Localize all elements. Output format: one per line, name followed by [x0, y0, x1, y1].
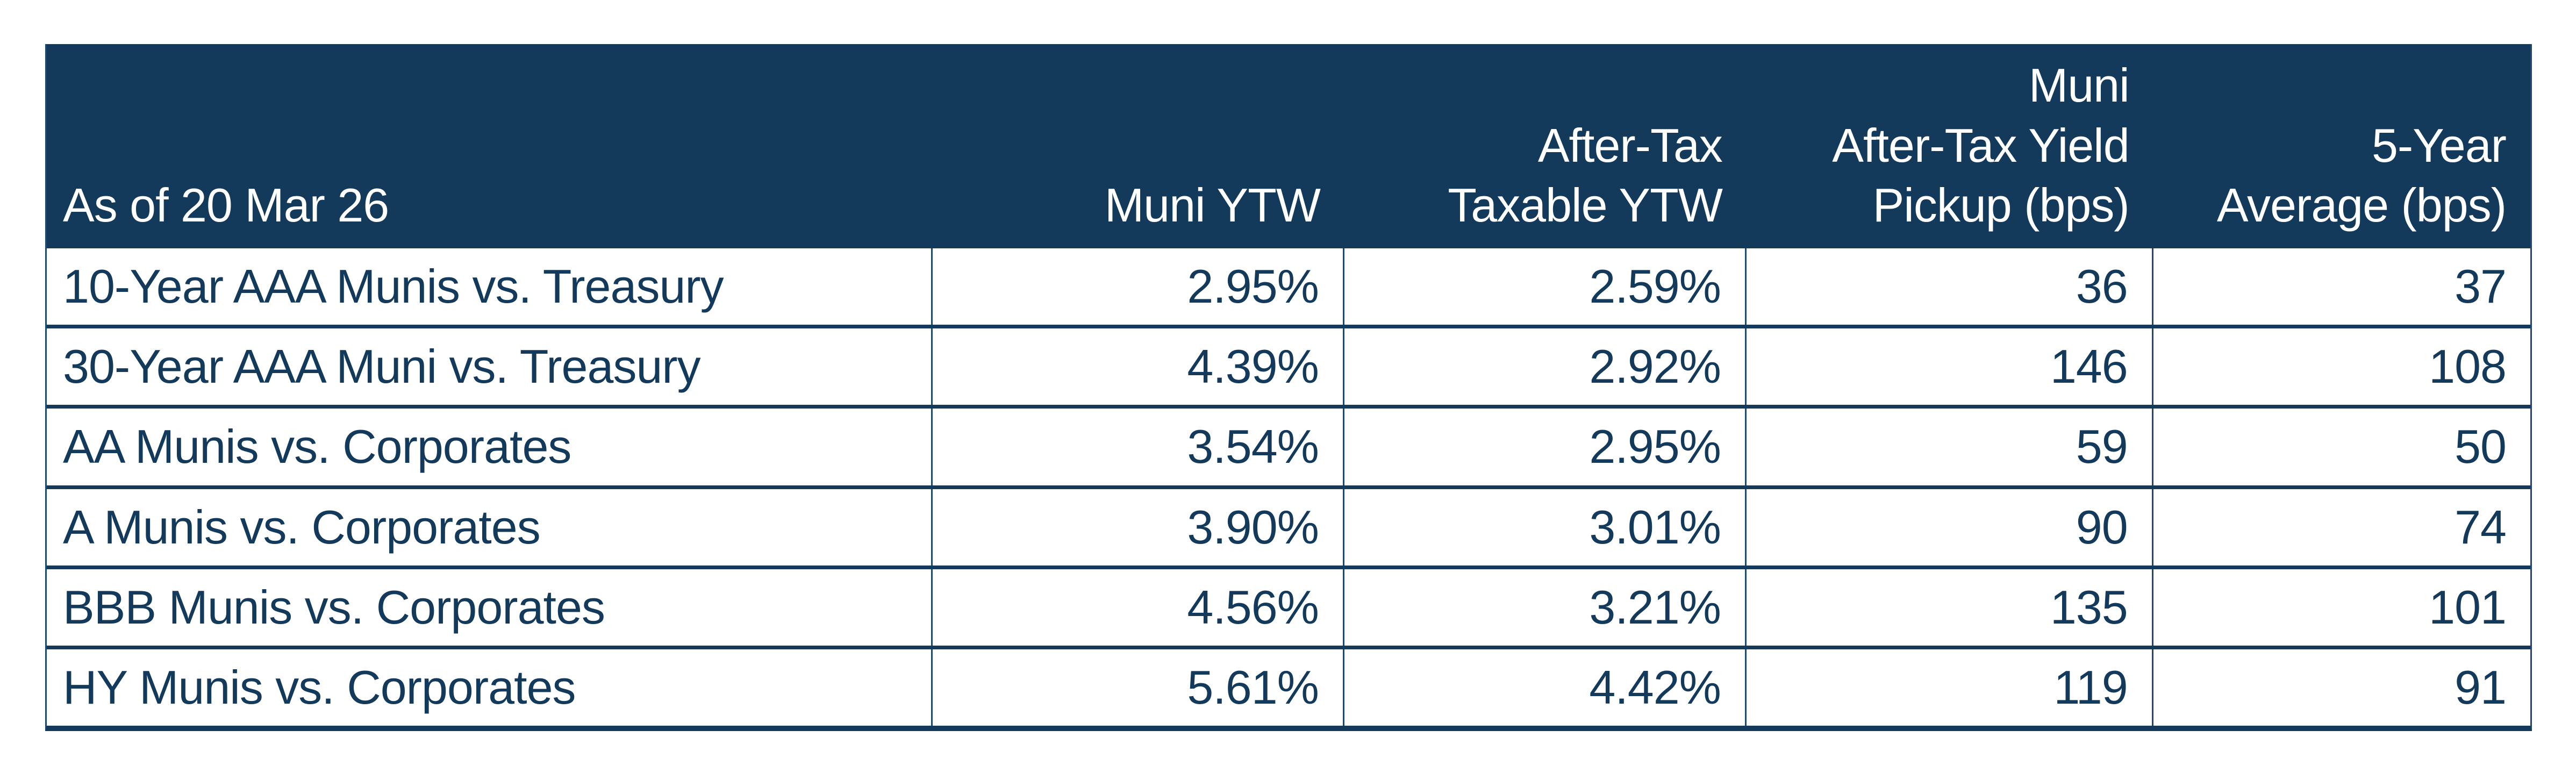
cell-after-tax-ytw: 2.59%: [1344, 248, 1747, 325]
cell-5yr-avg-bps: 91: [2455, 660, 2507, 714]
cell-muni-ytw: 4.39%: [933, 328, 1344, 405]
header-cell-5-year-average: 5-Year Average (bps): [2216, 118, 2507, 232]
cell-5yr-avg-bps: 108: [2429, 340, 2507, 393]
cell-pickup-bps: 119: [1747, 649, 2153, 726]
table-row: BBB Munis vs. Corporates 4.56% 3.21% 135…: [47, 565, 2530, 646]
table-row: A Munis vs. Corporates 3.90% 3.01% 90 74: [47, 485, 2530, 566]
cell-5yr-avg-bps: 101: [2429, 580, 2507, 634]
header-cell-muni-ytw: Muni YTW: [1104, 178, 1321, 232]
cell-muni-ytw: 5.61%: [933, 649, 1344, 726]
table-row: AA Munis vs. Corporates 3.54% 2.95% 59 5…: [47, 405, 2530, 485]
cell-after-tax-ytw: 3.01%: [1344, 489, 1747, 566]
cell-muni-ytw: 3.54%: [933, 409, 1344, 485]
table-header-row: As of 20 Mar 26 Muni YTW After-Tax Taxab…: [47, 44, 2530, 248]
header-cell-after-tax-taxable-ytw: After-Tax Taxable YTW: [1448, 118, 1723, 232]
cell-muni-ytw: 2.95%: [933, 248, 1344, 325]
cell-pickup-bps: 135: [1747, 569, 2153, 646]
cell-after-tax-ytw: 4.42%: [1344, 649, 1747, 726]
cell-muni-ytw: 3.90%: [933, 489, 1344, 566]
cell-5yr-avg-bps: 37: [2455, 260, 2507, 313]
muni-yield-comparison-table: As of 20 Mar 26 Muni YTW After-Tax Taxab…: [45, 44, 2532, 731]
cell-pickup-bps: 36: [1747, 248, 2153, 325]
cell-row-label: 10-Year AAA Munis vs. Treasury: [47, 248, 933, 325]
cell-after-tax-ytw: 3.21%: [1344, 569, 1747, 646]
header-cell-as-of-date: As of 20 Mar 26: [63, 178, 389, 232]
cell-5yr-avg-bps: 74: [2455, 500, 2507, 554]
cell-pickup-bps: 59: [1747, 409, 2153, 485]
cell-pickup-bps: 90: [1747, 489, 2153, 566]
cell-muni-ytw: 4.56%: [933, 569, 1344, 646]
cell-after-tax-ytw: 2.92%: [1344, 328, 1747, 405]
cell-after-tax-ytw: 2.95%: [1344, 409, 1747, 485]
table-row: 10-Year AAA Munis vs. Treasury 2.95% 2.5…: [47, 248, 2530, 325]
cell-row-label: AA Munis vs. Corporates: [47, 409, 933, 485]
table-row: HY Munis vs. Corporates 5.61% 4.42% 119 …: [47, 645, 2530, 726]
cell-row-label: 30-Year AAA Muni vs. Treasury: [47, 328, 933, 405]
table-row: 30-Year AAA Muni vs. Treasury 4.39% 2.92…: [47, 325, 2530, 405]
header-cell-muni-after-tax-yield-pickup: Muni After-Tax Yield Pickup (bps): [1832, 58, 2129, 232]
cell-row-label: BBB Munis vs. Corporates: [47, 569, 933, 646]
cell-row-label: HY Munis vs. Corporates: [47, 649, 933, 726]
cell-pickup-bps: 146: [1747, 328, 2153, 405]
cell-row-label: A Munis vs. Corporates: [47, 489, 933, 566]
cell-5yr-avg-bps: 50: [2455, 420, 2507, 474]
